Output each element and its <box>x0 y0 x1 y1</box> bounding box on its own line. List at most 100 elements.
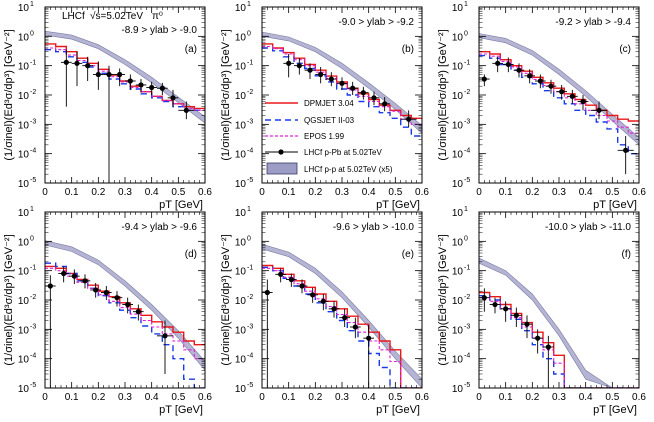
data-point <box>318 294 329 311</box>
x-tick-label: 0.6 <box>198 187 212 198</box>
y-tick-exponent: 0 <box>247 30 251 37</box>
data-point <box>479 74 490 87</box>
data-point-marker <box>352 324 358 330</box>
data-point-marker <box>135 309 141 315</box>
y-tick-label: 10 0 <box>452 235 468 248</box>
x-tick-label: 0.6 <box>415 392 429 403</box>
data-point-marker <box>318 71 324 78</box>
x-tick-label: 0 <box>259 392 265 403</box>
legend-label-pp: LHCf p-p at 5.02TeV (x5) <box>304 165 393 174</box>
y-tick-exponent: -2 <box>30 294 36 301</box>
panel-c: 0 0.1 0.2 0.3 0.4 0.5 0.610 -510 -410 -310 -210 -11… <box>437 1 646 211</box>
y-axis-title: (1/σinel)(Ed³σ/dp³) [GeV⁻²] <box>3 234 15 365</box>
y-tick-exponent: 1 <box>30 1 34 8</box>
data-point-marker <box>63 59 69 65</box>
model-line-dpmjet <box>479 51 639 122</box>
data-point-marker <box>264 289 270 296</box>
data-point <box>111 291 123 307</box>
y-tick-label: 10 -4 <box>452 148 470 161</box>
y-tick-base: 10 <box>18 179 30 190</box>
plot-area <box>262 31 422 137</box>
panel-label: (f) <box>622 249 631 260</box>
data-point-marker <box>47 283 53 289</box>
data-point <box>492 56 503 73</box>
plot-area <box>262 243 422 388</box>
y-axis-title: (1/σinel)(Ed³σ/dp³) [GeV⁻²] <box>437 29 449 160</box>
y-tick-base: 10 <box>235 296 247 307</box>
legend-label-data: LHCf p-Pb at 5.02TeV <box>304 148 382 157</box>
data-point <box>479 288 490 312</box>
y-tick-exponent: 1 <box>247 1 251 8</box>
y-tick-label: 10 1 <box>235 1 251 14</box>
data-point <box>315 67 326 84</box>
data-point-marker <box>127 78 133 84</box>
model-line-epos <box>45 47 205 111</box>
data-point <box>336 77 348 90</box>
y-tick-exponent: -2 <box>464 294 470 301</box>
x-tick-label: 0.1 <box>499 392 513 403</box>
plot-area <box>479 257 639 388</box>
header-particle: π⁰ <box>152 11 163 22</box>
data-point-marker <box>149 84 155 91</box>
data-point <box>157 320 173 375</box>
y-tick-exponent: -4 <box>464 148 470 155</box>
y-tick-base: 10 <box>235 384 247 395</box>
y-tick-label: 10 -2 <box>235 294 253 307</box>
data-point <box>347 81 358 95</box>
x-axis-title: pT [GeV] <box>593 404 637 416</box>
data-point-marker <box>296 63 302 69</box>
data-point <box>379 97 390 112</box>
y-tick-base: 10 <box>18 208 30 219</box>
y-tick-exponent: -1 <box>30 265 36 272</box>
data-point-marker <box>596 107 602 113</box>
data-point <box>178 101 195 120</box>
data-point-marker <box>513 312 519 318</box>
y-tick-base: 10 <box>235 179 247 190</box>
y-tick-exponent: -5 <box>464 177 470 184</box>
data-point-marker <box>85 63 91 69</box>
y-axis-title: (1/σinel)(Ed³σ/dp³) [GeV⁻²] <box>3 29 15 160</box>
data-point <box>125 74 136 90</box>
data-point <box>511 307 522 328</box>
plot-area <box>45 30 205 183</box>
y-tick-exponent: -2 <box>464 89 470 96</box>
y-tick-base: 10 <box>452 208 464 219</box>
data-point-marker <box>310 292 316 298</box>
data-point <box>307 287 318 303</box>
data-point-marker <box>350 85 356 91</box>
y-tick-exponent: -3 <box>30 323 36 330</box>
overlay: LHCf √s=5.02TeV π⁰ DPMJET 3.04 QGSJET II… <box>62 10 393 175</box>
x-tick-label: 0.4 <box>145 392 159 403</box>
y-tick-exponent: -3 <box>30 118 36 125</box>
panel-label: (b) <box>402 44 414 55</box>
x-tick-label: 0.3 <box>335 187 349 198</box>
x-tick-label: 0.1 <box>499 187 513 198</box>
y-tick-base: 10 <box>452 179 464 190</box>
data-point-marker <box>159 85 165 91</box>
data-point <box>350 317 361 339</box>
y-tick-exponent: -4 <box>30 148 36 155</box>
y-tick-exponent: -5 <box>247 382 253 389</box>
data-point-marker <box>278 271 284 277</box>
data-point <box>262 279 273 388</box>
y-tick-label: 10 1 <box>18 206 34 219</box>
x-tick-label: 0.4 <box>579 392 593 403</box>
data-point <box>521 315 533 339</box>
x-tick-label: 0.3 <box>118 187 132 198</box>
x-tick-label: 0.1 <box>65 187 79 198</box>
y-tick-label: 10 0 <box>18 30 34 43</box>
data-point <box>294 58 305 75</box>
x-tick-label: 0.5 <box>171 392 185 403</box>
plot-area <box>45 240 205 388</box>
x-axis-title: pT [GeV] <box>159 404 203 416</box>
data-point <box>339 308 350 328</box>
pp-reference-band <box>262 243 422 388</box>
x-tick-label: 0 <box>476 392 482 403</box>
data-point-marker <box>299 283 305 289</box>
rapidity-label: -10.0 > ylab > -11.0 <box>545 222 631 233</box>
y-tick-base: 10 <box>18 267 30 278</box>
data-point-marker <box>82 278 88 284</box>
y-tick-label: 10 0 <box>452 30 468 43</box>
panel-a: 0 0.1 0.2 0.3 0.4 0.5 0.610 -510 -410 -310 -210 -11… <box>3 1 212 211</box>
data-point-marker <box>360 90 366 96</box>
